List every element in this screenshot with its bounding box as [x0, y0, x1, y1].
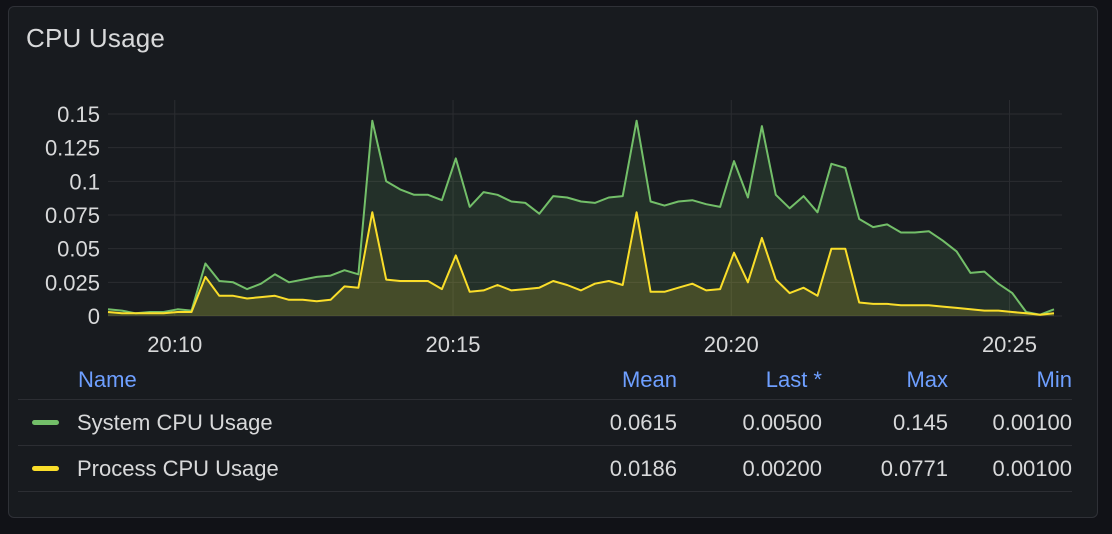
legend-header-last[interactable]: Last * [765, 366, 822, 392]
legend-last-value: 0.00500 [742, 409, 822, 435]
x-tick-label: 20:10 [147, 332, 202, 357]
y-tick-label: 0.1 [69, 169, 100, 194]
legend-max-value: 0.0771 [880, 455, 948, 481]
series-area-process [108, 212, 1054, 316]
legend-min-value: 0.00100 [992, 455, 1072, 481]
legend-series-label[interactable]: Process CPU Usage [77, 455, 279, 481]
legend-min-value: 0.00100 [992, 409, 1072, 435]
legend-header-max[interactable]: Max [906, 366, 948, 392]
legend-header-mean[interactable]: Mean [621, 366, 677, 392]
series-color-swatch [32, 466, 59, 471]
legend-mean-value: 0.0186 [609, 455, 677, 481]
legend-header-name[interactable]: Name [78, 366, 137, 392]
panel-title[interactable]: CPU Usage [26, 23, 166, 53]
series-line-process [107, 211, 1055, 316]
y-tick-label: 0.05 [57, 237, 100, 262]
legend-series-name: System CPU Usage [18, 410, 557, 436]
cpu-usage-panel: CPU Usage [8, 6, 1098, 518]
y-tick-label: 0.15 [57, 102, 100, 127]
legend-row-process[interactable]: Process CPU Usage 0.0186 0.00200 0.0771 … [18, 446, 1072, 492]
series-area-system [108, 120, 1054, 316]
x-tick-label: 20:20 [704, 332, 759, 357]
series-color-swatch [32, 420, 59, 425]
legend-row-system[interactable]: System CPU Usage 0.0615 0.00500 0.145 0.… [18, 400, 1072, 446]
legend-header-row: Name Mean Last * Max Min [18, 360, 1072, 400]
series-line-system [107, 119, 1055, 316]
legend-series-name: Process CPU Usage [18, 456, 557, 482]
legend-header-min[interactable]: Min [1036, 366, 1072, 392]
y-tick-label: 0.025 [45, 270, 100, 295]
legend-last-value: 0.00200 [742, 455, 822, 481]
legend-series-label[interactable]: System CPU Usage [77, 409, 273, 435]
x-tick-label: 20:15 [425, 332, 480, 357]
y-tick-label: 0.125 [45, 136, 100, 161]
legend-table: Name Mean Last * Max Min System CPU Usag… [18, 360, 1072, 492]
x-tick-label: 20:25 [982, 332, 1037, 357]
y-tick-label: 0.075 [45, 203, 100, 228]
legend-mean-value: 0.0615 [609, 409, 677, 435]
y-tick-label: 0 [88, 304, 100, 329]
legend-max-value: 0.145 [892, 409, 948, 435]
